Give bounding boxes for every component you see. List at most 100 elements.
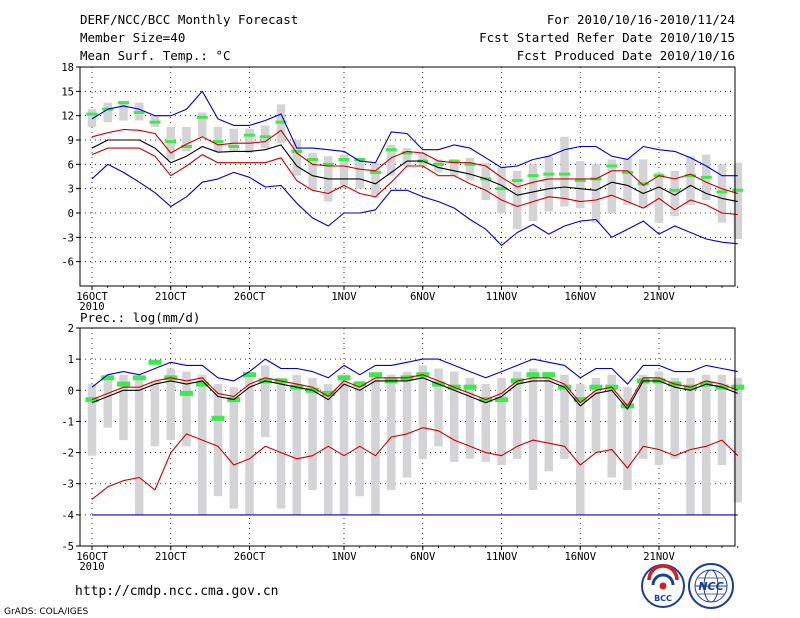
temperature-median-marker [464,162,476,166]
temperature-median-marker [669,188,681,192]
temperature-median-marker [370,170,381,174]
temperature-ytick-label: -6 [61,257,74,269]
temperature-spread-box [544,156,553,212]
member-size-label: Member Size=40 [80,30,185,45]
temperature-gridlines [80,67,735,286]
precipitation-median-marker [211,415,225,421]
temperature-spread-box [245,128,254,153]
temperature-spread-box [371,162,380,196]
precipitation-ytick-label: -1 [61,416,74,428]
precipitation-xtick-label: 16OCT [76,551,108,563]
precipitation-spread-box [261,365,270,437]
precipitation-spread-box [324,384,333,515]
precipitation-median-marker [573,397,587,403]
precipitation-median-marker [463,384,477,390]
temperature-series-ensemble-maximum [91,90,738,177]
temperature-median-marker [338,157,350,161]
temperature-xtick-label: 1NOV [331,291,357,303]
precipitation-spread-box [686,377,695,515]
precipitation-spread-box [119,374,128,441]
temperature-median-marker [401,151,413,155]
source-url-link[interactable]: http://cmdp.ncc.cma.gov.cn [75,584,279,599]
temperature-spread-box [623,157,632,205]
temperature-spread-box [198,112,207,137]
precipitation-ytick-label: -5 [61,541,74,553]
temperature-median-marker [244,133,255,137]
temperature-median-marker [574,179,586,183]
temperature-spread-box [733,162,742,239]
precipitation-spread-box [528,368,538,490]
temperature-median-marker [118,101,129,105]
temperature-xtick-label: 16OCT [76,291,108,303]
precipitation-ytick-label: 0 [68,385,74,397]
precipitation-median-marker [542,372,556,378]
precipitation-spread-box [213,384,223,497]
temperature-median-marker [196,115,208,119]
temperature-ytick-label: 18 [61,62,74,74]
temperature-xtick-label: 6NOV [410,291,436,303]
precipitation-median-marker [495,397,508,403]
temperature-spread-box [670,170,679,217]
temperature-median-marker [149,120,161,124]
precipitation-spread-box [229,387,238,509]
precipitation-spread-box [198,374,207,515]
temperature-median-marker [732,188,744,192]
temperature-spread-box [355,157,364,189]
temperature-plot-frame [79,66,736,287]
precipitation-spread-box [591,377,601,453]
temperature-median-marker [228,144,240,148]
temperature-panel: -6 -3 0 3 6 9 12 15 18 16OCT 21OCT 26OCT 1NOV 6NOV 11N… [61,62,744,313]
precipitation-spread-box [481,384,490,462]
temperature-year-label: 2010 [79,301,104,313]
temperature-median-marker [527,174,539,178]
precipitation-spread-box [371,377,380,515]
temperature-xtick-label: 16NOV [564,291,596,303]
temperature-xtick-label: 11NOV [486,291,518,303]
temperature-xtick-label: 26OCT [234,291,266,303]
temperature-median-marker [385,148,397,152]
precipitation-series-ensemble-mean [91,377,739,410]
precipitation-xtick-label: 26OCT [234,551,266,563]
temperature-axes: -6 -3 0 3 6 9 12 15 18 16OCT 21OCT 26OCT 1NOV 6NOV 11N… [61,62,739,313]
temperature-spread-box [418,152,427,166]
grads-credit: GrADS: COLA/IGES [4,607,88,617]
temperature-ytick-label: 6 [68,159,74,171]
precipitation-ytick-label: -2 [61,448,74,460]
forecast-period-label: For 2010/10/16-2010/11/24 [547,12,735,27]
precipitation-spread-box [576,384,585,515]
precipitation-spread-box [623,387,632,490]
temperature-median-marker [606,164,618,168]
temperature-spread-box [591,164,601,223]
precipitation-spread-box [434,368,443,447]
temperature-spread-box [686,156,695,205]
precipitation-spread-box [387,374,396,490]
temperature-spread-box [513,170,522,230]
temperature-median-marker [685,174,696,178]
precipitation-series-mean-1-sd [91,427,739,500]
precipitation-spread-box [355,380,364,497]
temperature-median-marker [291,149,303,153]
temperature-median-marker [322,162,334,166]
precipitation-xtick-label: 1NOV [331,551,357,563]
temperature-spread-box [465,157,475,181]
precipitation-xtick-label: 21OCT [155,551,187,563]
temperature-ytick-label: 3 [68,184,74,196]
precipitation-median-marker [369,372,382,378]
precipitation-spread-box [639,374,648,459]
precipitation-panel: -5 -4 -3 -2 -1 0 1 2 16OCT 21OCT 26OCT 1NOV 6NOV 11NO… [61,323,745,573]
precipitation-spread-box [560,374,569,459]
temperature-ytick-label: -3 [61,232,74,244]
temperature-median-marker [133,110,145,114]
precipitation-spread-box [513,371,522,459]
temperature-spread-box [308,152,317,191]
precipitation-median-marker [195,381,209,387]
precipitation-spread-box [402,371,412,478]
precip-panel-title: Prec.: log(mm/d) [80,310,200,325]
precipitation-plot-frame [79,327,736,547]
temperature-median-marker [181,144,192,148]
temperature-spread-box [276,104,286,144]
precipitation-median-marker [101,375,115,381]
temperature-spread-box [87,109,97,128]
temperature-median-marker [448,159,460,163]
temperature-series [91,90,738,246]
